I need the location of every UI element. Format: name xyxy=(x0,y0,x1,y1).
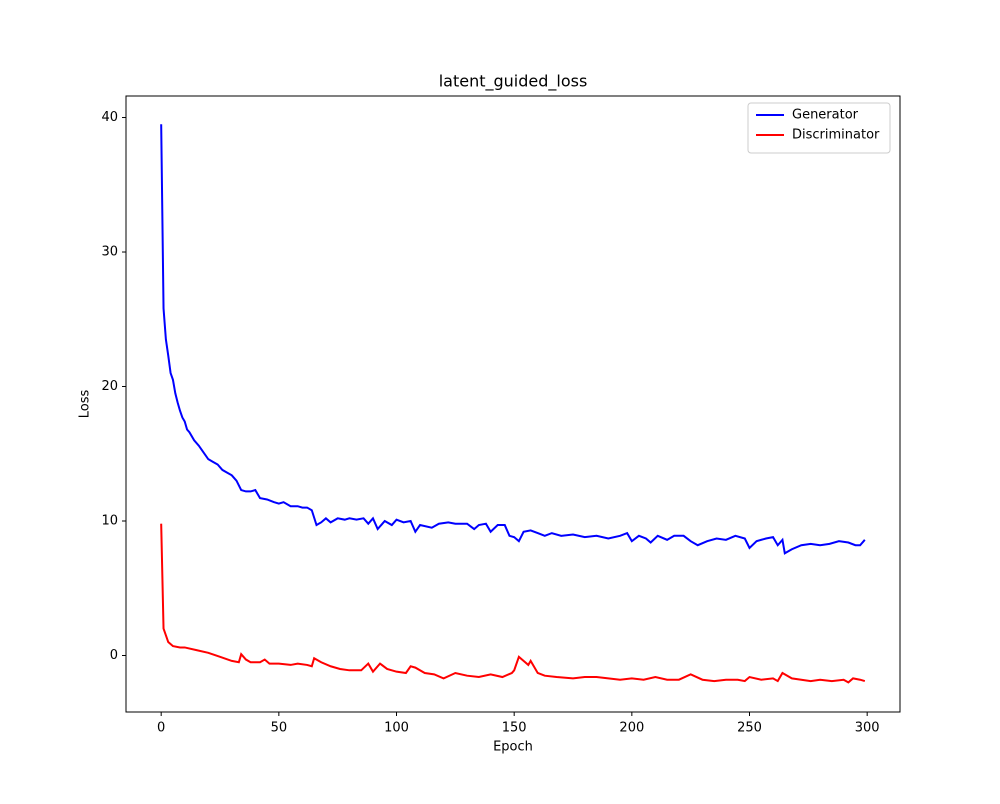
x-axis-label: Epoch xyxy=(493,740,533,755)
x-tick-label: 50 xyxy=(271,721,288,736)
x-tick-label: 0 xyxy=(157,721,165,736)
y-tick-label: 0 xyxy=(110,648,118,663)
x-tick-label: 200 xyxy=(619,721,644,736)
x-tick-label: 250 xyxy=(737,721,762,736)
x-tick-label: 100 xyxy=(384,721,409,736)
y-tick-label: 40 xyxy=(101,110,118,125)
chart-title: latent_guided_loss xyxy=(439,72,588,92)
y-tick-label: 30 xyxy=(101,245,118,260)
x-tick-label: 300 xyxy=(855,721,880,736)
legend-label: Discriminator xyxy=(792,128,880,143)
x-tick-label: 150 xyxy=(502,721,527,736)
data-line xyxy=(160,523,866,684)
axes-frame xyxy=(125,95,901,713)
y-axis-label: Loss xyxy=(78,390,93,419)
data-line xyxy=(160,124,866,555)
y-tick-label: 20 xyxy=(101,379,118,394)
y-tick-label: 10 xyxy=(101,514,118,529)
legend-label: Generator xyxy=(792,108,859,123)
